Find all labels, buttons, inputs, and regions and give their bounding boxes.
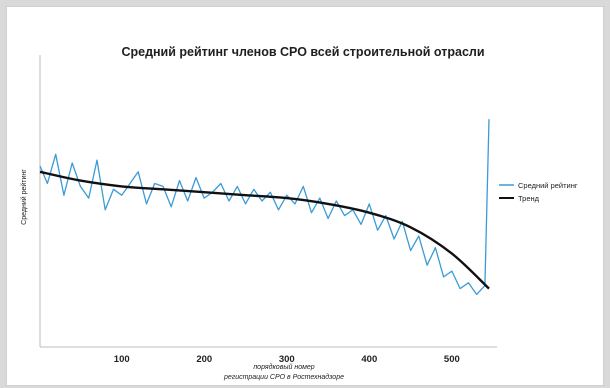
x-tick-label: 300 <box>279 354 295 365</box>
series-layer <box>39 119 490 296</box>
x-tick-label: 100 <box>114 354 130 365</box>
x-axis-label-line1: порядковый номер <box>253 363 314 371</box>
chart-svg: Средний рейтинг членов СРО всей строител… <box>20 45 578 381</box>
x-tick-label: 500 <box>444 354 460 365</box>
series-line-rating <box>39 119 490 296</box>
legend-label-trend: Тренд <box>518 194 540 203</box>
chart-frame: Средний рейтинг членов СРО всей строител… <box>6 6 604 386</box>
x-tick-labels: 100 200 300 400 500 <box>114 354 460 365</box>
series-line-trend <box>39 170 490 290</box>
y-axis-label: Средний рейтинг <box>20 169 28 225</box>
legend-label-rating: Средний рейтинг <box>518 181 578 190</box>
x-tick-label: 400 <box>361 354 377 365</box>
x-axis-label-line2: регистрации СРО в Ростехнадзоре <box>223 373 344 381</box>
legend: Средний рейтинг Тренд <box>499 181 578 203</box>
chart-title: Средний рейтинг членов СРО всей строител… <box>121 45 484 59</box>
x-tick-label: 200 <box>196 354 212 365</box>
